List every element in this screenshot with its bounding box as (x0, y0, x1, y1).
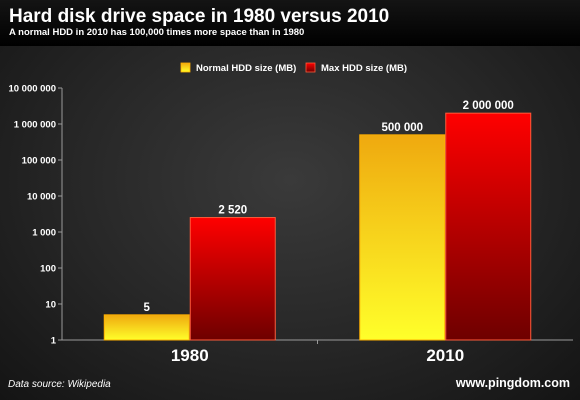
legend-label: Normal HDD size (MB) (196, 63, 296, 74)
bar-1980-normal (103, 314, 190, 341)
bar-2010-normal (359, 134, 446, 341)
header-band (0, 0, 580, 46)
legend-label: Max HDD size (MB) (321, 63, 407, 74)
y-tick-label: 1 (51, 336, 57, 347)
site-credit-link[interactable]: www.pingdom.com (455, 376, 570, 390)
bar-2010-max (445, 112, 532, 341)
y-tick-label: 100 000 (22, 156, 56, 167)
y-tick-label: 10 000 (27, 192, 56, 203)
y-tick-label: 1 000 (32, 228, 56, 239)
chart-title: Hard disk drive space in 1980 versus 201… (9, 6, 390, 27)
chart-subtitle: A normal HDD in 2010 has 100,000 times m… (9, 27, 305, 38)
data-label: 2 000 000 (463, 100, 514, 112)
x-tick-label: 2010 (426, 346, 464, 365)
legend-swatch (305, 62, 316, 73)
data-label: 500 000 (381, 122, 423, 134)
legend-swatch (180, 62, 191, 73)
y-tick-label: 10 (45, 300, 56, 311)
data-source-note: Data source: Wikipedia (8, 379, 111, 390)
bar-1980-max (189, 217, 276, 341)
y-tick-label: 10 000 000 (8, 84, 56, 95)
y-tick-label: 1 000 000 (14, 120, 56, 131)
data-label: 5 (144, 302, 151, 314)
data-label: 2 520 (218, 205, 247, 217)
x-tick-label: 1980 (171, 346, 209, 365)
y-tick-label: 100 (40, 264, 56, 275)
